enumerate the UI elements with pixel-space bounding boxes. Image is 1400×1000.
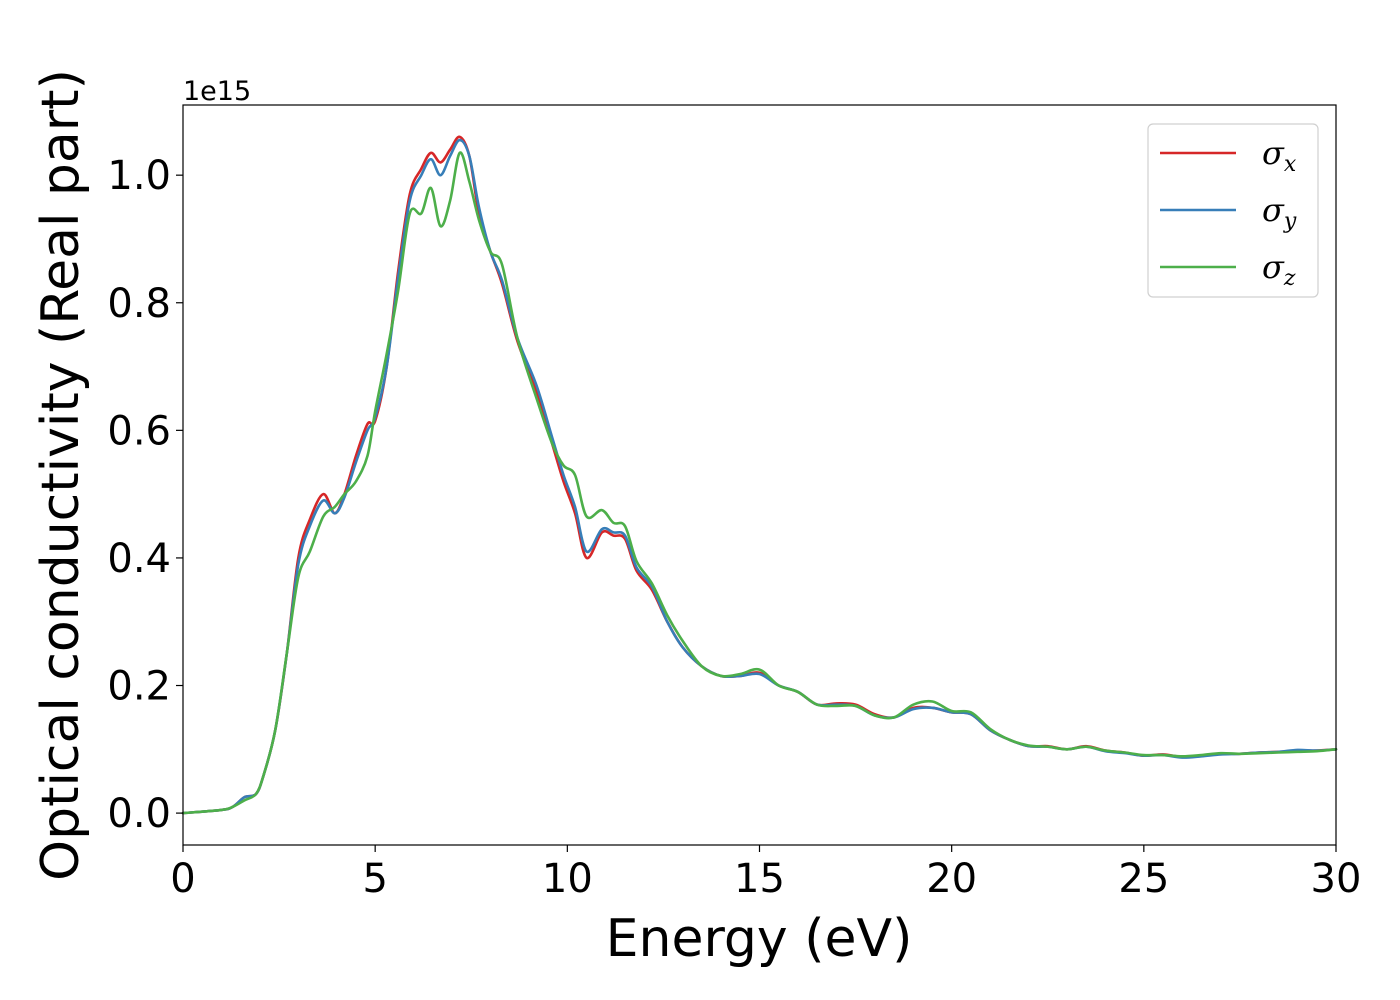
- series-line-z: [181, 151, 1338, 815]
- x-tick-label: 30: [1311, 856, 1362, 902]
- legend-label-x: σx: [1262, 134, 1297, 177]
- x-axis-ticks: 0 5 10 15 20 25 30: [170, 845, 1361, 902]
- x-tick-label: 0: [170, 856, 195, 902]
- legend-label-y: σy: [1262, 191, 1297, 234]
- y-tick-label: 1.0: [107, 153, 171, 199]
- x-tick-label: 15: [734, 856, 785, 902]
- plot-area: [183, 105, 1336, 845]
- y-axis-title: Optical conductivity (Real part): [31, 69, 91, 881]
- y-tick-label: 0.0: [107, 791, 171, 837]
- x-tick-label: 10: [542, 856, 593, 902]
- series-layer: [181, 135, 1338, 815]
- x-axis-title: Energy (eV): [606, 909, 913, 969]
- y-tick-label: 0.2: [107, 664, 171, 710]
- legend-label-z: σz: [1262, 248, 1296, 291]
- legend: σx σy σz: [1147, 123, 1319, 298]
- legend-entries: σx σy σz: [1160, 134, 1297, 291]
- x-tick-label: 25: [1118, 856, 1169, 902]
- y-tick-label: 0.4: [107, 536, 171, 582]
- y-tick-label: 0.8: [107, 281, 171, 327]
- x-tick-label: 20: [926, 856, 977, 902]
- x-tick-label: 5: [362, 856, 387, 902]
- y-offset-label: 1e15: [183, 76, 251, 107]
- y-tick-label: 0.6: [107, 408, 171, 454]
- y-axis-ticks: 0.0 0.2 0.4 0.6 0.8 1.0: [107, 153, 183, 837]
